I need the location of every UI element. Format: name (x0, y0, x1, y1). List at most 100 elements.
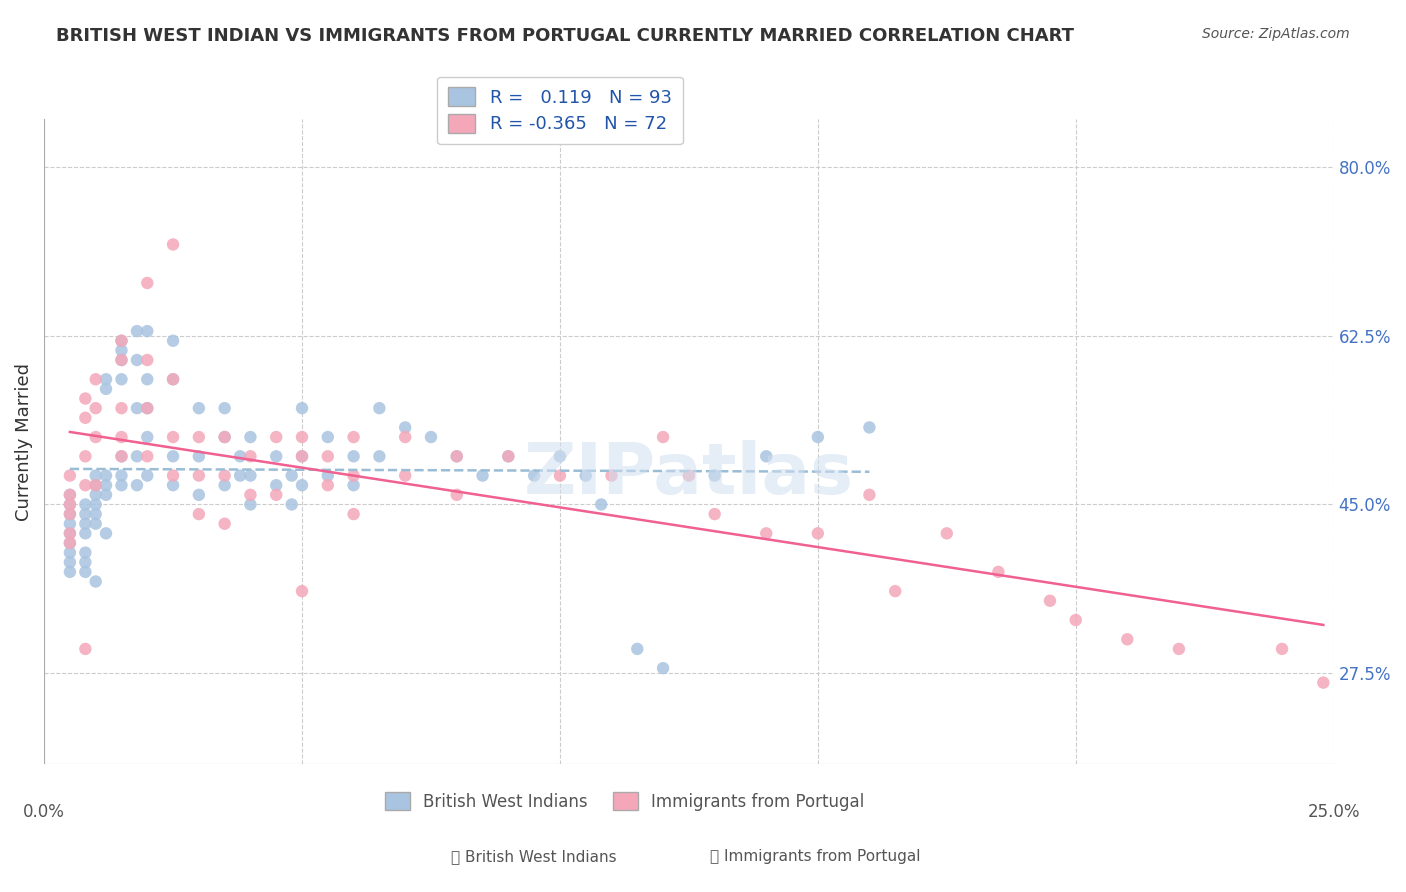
Point (162, 430, 184, 444)
Point (807, 430, 830, 444)
Point (264, 488, 287, 502)
Point (59, 488, 82, 502)
Point (678, 468, 700, 483)
Point (264, 478, 287, 492)
Point (703, 507, 725, 521)
Point (75, 641, 97, 656)
Point (548, 468, 571, 483)
Point (884, 584, 907, 599)
Point (110, 372, 132, 386)
Point (626, 641, 648, 656)
Point (600, 468, 623, 483)
Point (94, 526, 117, 541)
Point (239, 450, 262, 464)
Point (523, 468, 546, 483)
Point (162, 372, 184, 386)
Point (162, 372, 184, 386)
Point (591, 498, 613, 512)
Point (807, 526, 830, 541)
Point (136, 372, 159, 386)
Point (75, 555, 97, 569)
Point (858, 488, 880, 502)
Point (342, 507, 364, 521)
Point (84, 478, 107, 492)
Point (75, 410, 97, 425)
Point (187, 430, 209, 444)
Text: 0.0%: 0.0% (22, 803, 65, 821)
Point (1064, 613, 1087, 627)
Point (394, 468, 416, 483)
Point (59, 546, 82, 560)
Point (187, 488, 209, 502)
Point (84, 574, 107, 589)
Point (214, 516, 236, 531)
Y-axis label: Currently Married: Currently Married (15, 363, 32, 521)
Point (136, 276, 159, 290)
Point (75, 516, 97, 531)
Point (229, 468, 252, 483)
Point (420, 430, 443, 444)
Text: Source: ZipAtlas.com: Source: ZipAtlas.com (1202, 27, 1350, 41)
Point (987, 565, 1010, 579)
Point (368, 450, 391, 464)
Point (59, 468, 82, 483)
Point (94, 478, 117, 492)
Point (75, 478, 97, 492)
Point (84, 488, 107, 502)
Point (59, 536, 82, 550)
Point (94, 488, 117, 502)
Point (75, 565, 97, 579)
Point (136, 430, 159, 444)
Point (1167, 641, 1189, 656)
Point (342, 478, 364, 492)
Point (84, 372, 107, 386)
Point (280, 468, 302, 483)
Point (59, 507, 82, 521)
Legend: R =   0.119   N = 93, R = -0.365   N = 72: R = 0.119 N = 93, R = -0.365 N = 72 (437, 77, 682, 145)
Point (394, 420, 416, 434)
Point (110, 450, 132, 464)
Point (94, 372, 117, 386)
Point (75, 507, 97, 521)
Point (59, 516, 82, 531)
Point (652, 430, 675, 444)
Point (498, 450, 520, 464)
Point (575, 468, 598, 483)
Point (446, 488, 468, 502)
Point (548, 450, 571, 464)
Point (75, 450, 97, 464)
Point (214, 430, 236, 444)
Point (446, 450, 468, 464)
Point (59, 507, 82, 521)
Point (291, 430, 314, 444)
Text: ⬜ British West Indians: ⬜ British West Indians (451, 849, 617, 863)
Point (59, 565, 82, 579)
Point (125, 478, 148, 492)
Point (264, 450, 287, 464)
Point (84, 468, 107, 483)
Point (84, 498, 107, 512)
Point (110, 343, 132, 358)
Point (84, 516, 107, 531)
Text: ZIPatlas: ZIPatlas (524, 440, 853, 508)
Text: 25.0%: 25.0% (1308, 803, 1360, 821)
Point (264, 430, 287, 444)
Point (187, 450, 209, 464)
Point (1116, 632, 1139, 647)
Point (94, 382, 117, 396)
Point (125, 353, 148, 368)
Point (84, 401, 107, 416)
Text: BRITISH WEST INDIAN VS IMMIGRANTS FROM PORTUGAL CURRENTLY MARRIED CORRELATION CH: BRITISH WEST INDIAN VS IMMIGRANTS FROM P… (56, 27, 1074, 45)
Point (229, 450, 252, 464)
Point (125, 450, 148, 464)
Point (342, 430, 364, 444)
Point (162, 478, 184, 492)
Point (239, 430, 262, 444)
Point (1039, 594, 1062, 608)
Point (291, 450, 314, 464)
Point (316, 430, 339, 444)
Point (214, 468, 236, 483)
Point (471, 468, 494, 483)
Point (368, 401, 391, 416)
Point (136, 401, 159, 416)
